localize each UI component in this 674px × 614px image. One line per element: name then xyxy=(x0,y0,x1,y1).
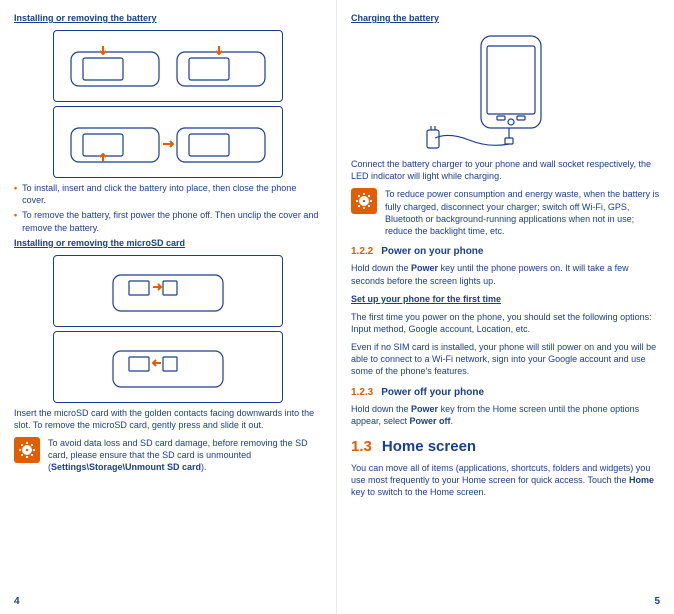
p5a: Hold down the xyxy=(351,404,411,414)
heading-home: 1.3 Home screen xyxy=(351,437,660,457)
title-123: Power off your phone xyxy=(381,387,484,398)
charging-para: Connect the battery charger to your phon… xyxy=(351,158,660,182)
p6c: key to switch to the Home screen. xyxy=(351,487,486,497)
battery-remove-svg xyxy=(63,114,273,170)
bullet-dot: • xyxy=(14,209,17,233)
tip-power-text: To reduce power consumption and energy w… xyxy=(385,188,660,237)
sd-para: Insert the microSD card with the golden … xyxy=(14,407,322,431)
title-122: Power on your phone xyxy=(381,246,483,257)
p5e: . xyxy=(451,416,454,426)
tip-sd-bold: Settings\Storage\Unmount SD card xyxy=(51,462,201,472)
power-off-para: Hold down the Power key from the Home sc… xyxy=(351,403,660,427)
num-122: 1.2.2 xyxy=(351,246,373,257)
figure-sd-remove xyxy=(53,331,283,403)
page-right: Charging the battery Connect the battery… xyxy=(337,0,674,614)
title-13: Home screen xyxy=(382,438,476,455)
tip-icon xyxy=(14,437,40,463)
home-para: You can move all of items (applications,… xyxy=(351,462,660,498)
tip-sd-text: To avoid data loss and SD card damage, b… xyxy=(48,437,322,473)
bullet-remove: • To remove the battery, first power the… xyxy=(14,209,322,233)
bullet-install: • To install, insert and click the batte… xyxy=(14,182,322,206)
p5d: Power off xyxy=(410,416,451,426)
tip-icon xyxy=(351,188,377,214)
p6a: You can move all of items (applications,… xyxy=(351,463,650,485)
sd-remove-svg xyxy=(63,339,273,395)
figure-battery-remove xyxy=(53,106,283,178)
heading-power-off: 1.2.3 Power off your phone xyxy=(351,386,660,400)
page-spread: Installing or removing the battery xyxy=(0,0,674,614)
bullet-remove-text: To remove the battery, first power the p… xyxy=(22,209,322,233)
tip-sd: To avoid data loss and SD card damage, b… xyxy=(14,437,322,473)
heading-charging: Charging the battery xyxy=(351,12,660,24)
bullet-dot: • xyxy=(14,182,17,206)
heading-install-battery: Installing or removing the battery xyxy=(14,12,322,24)
nosim-para: Even if no SIM card is installed, your p… xyxy=(351,341,660,377)
p6b: Home xyxy=(629,475,654,485)
page-left: Installing or removing the battery xyxy=(0,0,337,614)
heading-setup: Set up your phone for the first time xyxy=(351,293,660,305)
p2b: Power xyxy=(411,263,438,273)
sd-insert-svg xyxy=(63,263,273,319)
heading-install-sd: Installing or removing the microSD card xyxy=(14,237,322,249)
figure-battery-install xyxy=(53,30,283,102)
bullet-install-text: To install, insert and click the battery… xyxy=(22,182,322,206)
power-on-para: Hold down the Power key until the phone … xyxy=(351,262,660,286)
p2a: Hold down the xyxy=(351,263,411,273)
tip-power: To reduce power consumption and energy w… xyxy=(351,188,660,237)
setup-para: The first time you power on the phone, y… xyxy=(351,311,660,335)
heading-power-on: 1.2.2 Power on your phone xyxy=(351,245,660,259)
charging-svg xyxy=(421,30,591,150)
figure-charging xyxy=(351,30,660,150)
tip-sd-b: ). xyxy=(201,462,207,472)
page-number-right: 5 xyxy=(654,595,660,609)
figure-sd-insert xyxy=(53,255,283,327)
battery-install-svg xyxy=(63,38,273,94)
num-123: 1.2.3 xyxy=(351,387,373,398)
page-number-left: 4 xyxy=(14,595,20,609)
p5b: Power xyxy=(411,404,438,414)
num-13: 1.3 xyxy=(351,438,372,455)
